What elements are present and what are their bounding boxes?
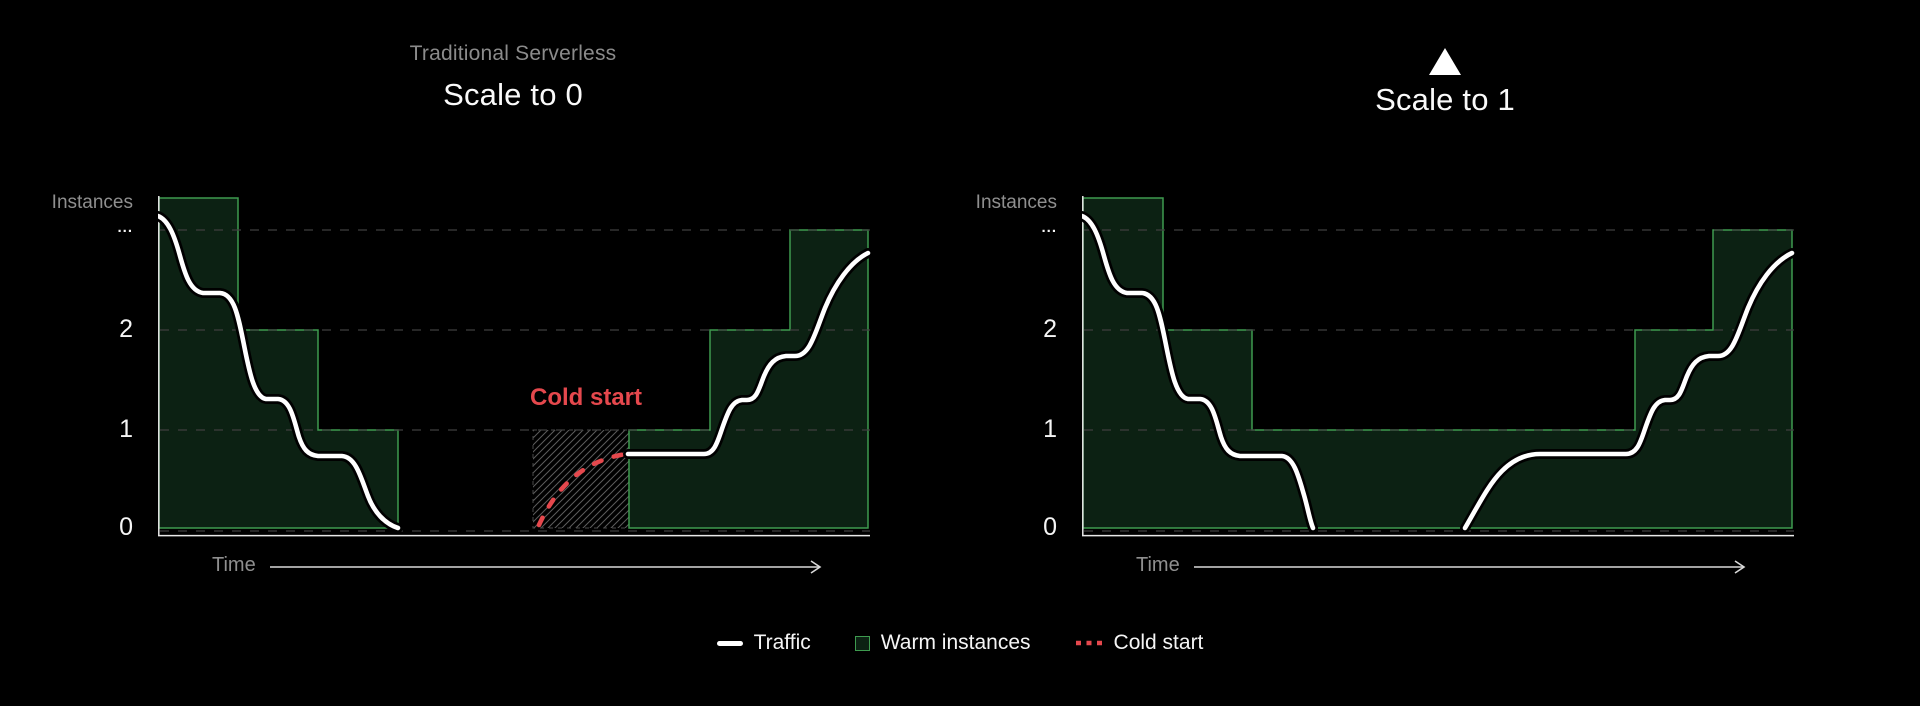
x-axis-label: Time	[212, 554, 256, 576]
cold-start-curve	[536, 451, 629, 528]
vercel-triangle-icon	[1429, 48, 1461, 75]
y-tick-2: 2	[119, 315, 133, 343]
y-tick-1: 1	[1043, 415, 1057, 443]
y-tick-2: 2	[1043, 315, 1057, 343]
panel-left-subtitle: Traditional Serverless	[409, 42, 617, 65]
legend-label-warm-instances: Warm instances	[880, 631, 1031, 654]
y-tick-0: 0	[119, 513, 133, 541]
legend-item-cold-start: Cold start	[1075, 631, 1204, 655]
time-axis-row: Time	[40, 554, 874, 578]
legend-label-cold-start: Cold start	[1113, 631, 1204, 654]
cold-start-annotation: Cold start	[529, 384, 642, 411]
chart-scale-to-1: Instances ... 2 1 0	[964, 190, 1798, 590]
chart-scale-to-0: Instances ... 2 1 0	[40, 190, 874, 590]
x-axis-label: Time	[1136, 554, 1180, 576]
warm-instances-swatch-icon	[854, 635, 870, 651]
traffic-line	[1082, 211, 1796, 533]
panel-left-title: Scale to 0	[443, 77, 583, 112]
y-axis-label: Instances	[51, 192, 133, 213]
traffic-line	[158, 211, 872, 533]
y-tick-1: 1	[119, 415, 133, 443]
cold-start-hatched-block	[532, 429, 630, 529]
plot-scale-to-0	[158, 196, 872, 537]
legend: Traffic Warm instances Cold start	[0, 628, 1920, 658]
traffic-line-swatch-icon	[716, 640, 743, 646]
plot-scale-to-1	[1082, 196, 1796, 537]
warm-area-rising	[628, 229, 869, 529]
panel-right-title: Scale to 1	[1375, 82, 1515, 117]
time-arrow	[270, 560, 822, 574]
legend-item-traffic: Traffic	[716, 631, 811, 655]
y-axis-label: Instances	[975, 192, 1057, 213]
time-arrow	[1194, 560, 1746, 574]
panel-left-header: Traditional Serverless Scale to 0	[303, 40, 723, 113]
legend-label-traffic: Traffic	[753, 631, 811, 654]
warm-area-descending	[158, 197, 399, 529]
y-tick-top: ...	[1041, 219, 1057, 236]
legend-item-warm-instances: Warm instances	[854, 631, 1031, 655]
y-tick-top: ...	[117, 219, 133, 236]
cold-start-dashes-swatch-icon	[1075, 640, 1102, 646]
panel-right-header: Scale to 1	[1235, 48, 1655, 118]
time-axis-row: Time	[964, 554, 1798, 578]
y-tick-0: 0	[1043, 513, 1057, 541]
warm-area	[1082, 197, 1793, 529]
